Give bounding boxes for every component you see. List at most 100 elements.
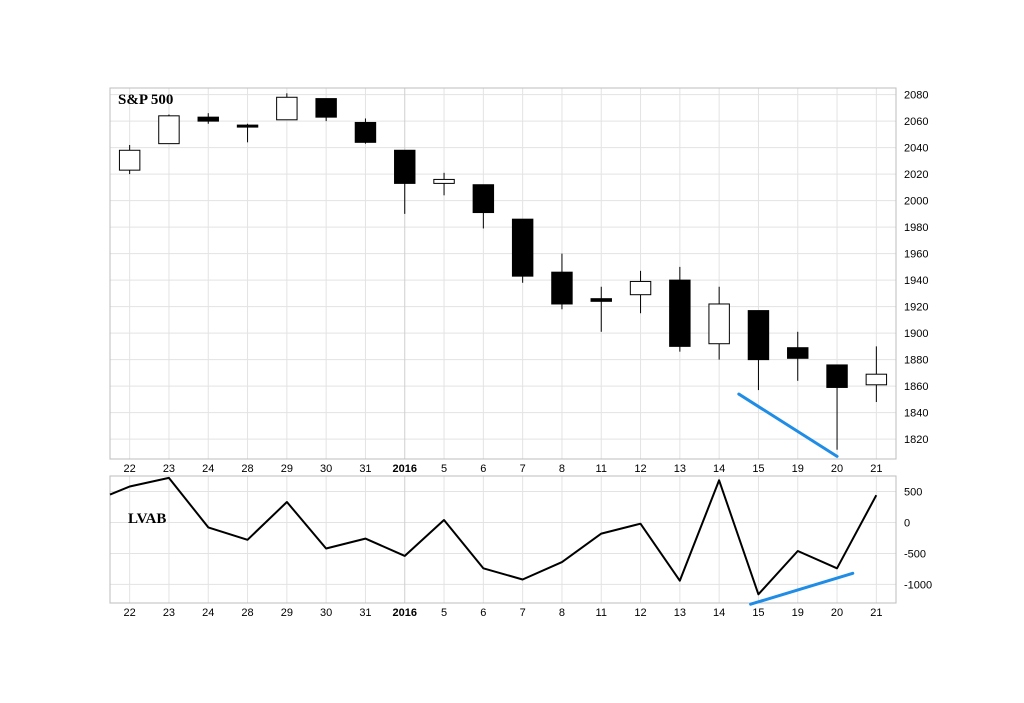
price-x-tick-label: 2016 (393, 463, 417, 475)
candle-body-up (118, 149, 141, 171)
candle-21 (865, 346, 888, 403)
price-y-tick-label: 1860 (904, 381, 928, 393)
price-y-tick-label: 2060 (904, 116, 928, 128)
indicator-x-tick-label: 20 (831, 607, 843, 619)
indicator-x-tick-label: 8 (559, 607, 565, 619)
indicator-x-tick-label: 7 (520, 607, 526, 619)
price-grid (110, 88, 896, 459)
price-panel-title: S&P 500 (118, 92, 173, 108)
indicator-y-axis: 500 0 -500 -1000 (904, 486, 932, 591)
indicator-x-tick-label: 29 (281, 607, 293, 619)
indicator-y-tick-label: 500 (904, 486, 922, 498)
price-y-axis: 1820 1840 1860 1880 1900 1920 1940 1960 1980 2000… (904, 90, 928, 447)
price-y-tick-label: 2040 (904, 143, 928, 155)
indicator-grid (110, 476, 896, 603)
candle-29 (276, 93, 298, 121)
price-y-tick-label: 1840 (904, 408, 928, 420)
price-trendline (737, 392, 839, 458)
price-x-axis: 22 23 24 28 29 30 31 2016 5 6 7 8 11 12 13 14 15 19 20 21 (124, 463, 883, 475)
price-y-tick-label: 1880 (904, 355, 928, 367)
candle-body-down (472, 184, 495, 214)
candle-13 (669, 266, 691, 352)
candle-23 (158, 114, 180, 145)
candle-20 (826, 364, 848, 450)
indicator-y-tick-label: 0 (904, 517, 910, 529)
indicator-x-tick-label: 15 (752, 607, 764, 619)
indicator-x-tick-label: 21 (870, 607, 882, 619)
candle-body-down (826, 364, 848, 388)
price-x-tick-label: 8 (559, 463, 565, 475)
candle-14 (708, 286, 730, 360)
price-x-tick-label: 23 (163, 463, 175, 475)
candle-body-down (394, 149, 416, 184)
indicator-panel: 500 0 -500 -1000 22 23 24 28 29 30 31 2016 5 6 7 8 11 12… (109, 475, 932, 619)
price-x-tick-label: 22 (124, 463, 136, 475)
indicator-x-tick-label: 19 (792, 607, 804, 619)
price-x-tick-label: 19 (792, 463, 804, 475)
candle-body-up (158, 115, 180, 145)
indicator-x-tick-label: 13 (674, 607, 686, 619)
candle-31 (354, 118, 377, 144)
price-panel-frame (109, 87, 897, 460)
candle-12 (629, 270, 652, 314)
candle-28 (236, 123, 259, 143)
candle-body-down (747, 310, 770, 361)
candle-19 (787, 331, 809, 381)
candle-body-up (433, 178, 455, 184)
indicator-series-line (109, 476, 878, 596)
price-y-tick-label: 2080 (904, 90, 928, 102)
candle-body-up (276, 96, 298, 121)
candle-body-down (669, 279, 691, 347)
candle-body-up (708, 303, 730, 345)
price-x-tick-label: 28 (241, 463, 253, 475)
price-y-tick-label: 1940 (904, 275, 928, 287)
price-x-tick-label: 5 (441, 463, 447, 475)
candle-6 (472, 184, 495, 229)
price-y-tick-label: 1960 (904, 249, 928, 261)
indicator-x-tick-label: 28 (241, 607, 253, 619)
indicator-x-tick-label: 12 (634, 607, 646, 619)
price-x-tick-label: 13 (674, 463, 686, 475)
indicator-panel-title: LVAB (128, 511, 166, 527)
indicator-x-tick-label: 23 (163, 607, 175, 619)
candle-15 (747, 310, 770, 391)
price-panel: 1820184018601880190019201940196019802000… (109, 87, 928, 475)
price-y-tick-label: 2000 (904, 196, 928, 208)
candle-body-down (315, 98, 337, 118)
indicator-panel-frame (109, 475, 897, 604)
candle-30 (315, 98, 337, 122)
price-y-tick-label: 2020 (904, 169, 928, 181)
candle-5 (433, 172, 455, 196)
indicator-y-tick-label: -500 (904, 548, 926, 560)
candle-body-down (590, 298, 612, 302)
price-candles (118, 93, 888, 450)
candle-2016 (394, 149, 416, 214)
price-x-tick-label: 21 (870, 463, 882, 475)
price-x-tick-label: 15 (752, 463, 764, 475)
candle-body-down (236, 124, 259, 128)
price-x-tick-label: 11 (596, 463, 607, 475)
price-x-tick-label: 12 (634, 463, 646, 475)
candle-body-down (197, 116, 219, 122)
indicator-x-tick-label: 24 (202, 607, 214, 619)
indicator-trendline (749, 571, 855, 606)
candle-body-up (629, 280, 652, 296)
candle-24 (197, 113, 219, 124)
price-x-tick-label: 20 (831, 463, 843, 475)
price-y-tick-label: 1920 (904, 302, 928, 314)
indicator-x-tick-label: 6 (480, 607, 486, 619)
price-y-tick-label: 1900 (904, 328, 928, 340)
indicator-y-tick-label: -1000 (904, 579, 932, 591)
candle-11 (590, 286, 612, 332)
price-x-tick-label: 31 (359, 463, 371, 475)
price-x-tick-label: 6 (480, 463, 486, 475)
candle-7 (511, 218, 534, 283)
candle-8 (551, 253, 573, 310)
price-x-tick-label: 24 (202, 463, 214, 475)
indicator-x-tick-label: 11 (596, 607, 607, 619)
price-y-tick-label: 1980 (904, 222, 928, 234)
candle-body-down (787, 347, 809, 359)
price-x-tick-label: 29 (281, 463, 293, 475)
price-y-tick-label: 1820 (904, 434, 928, 446)
